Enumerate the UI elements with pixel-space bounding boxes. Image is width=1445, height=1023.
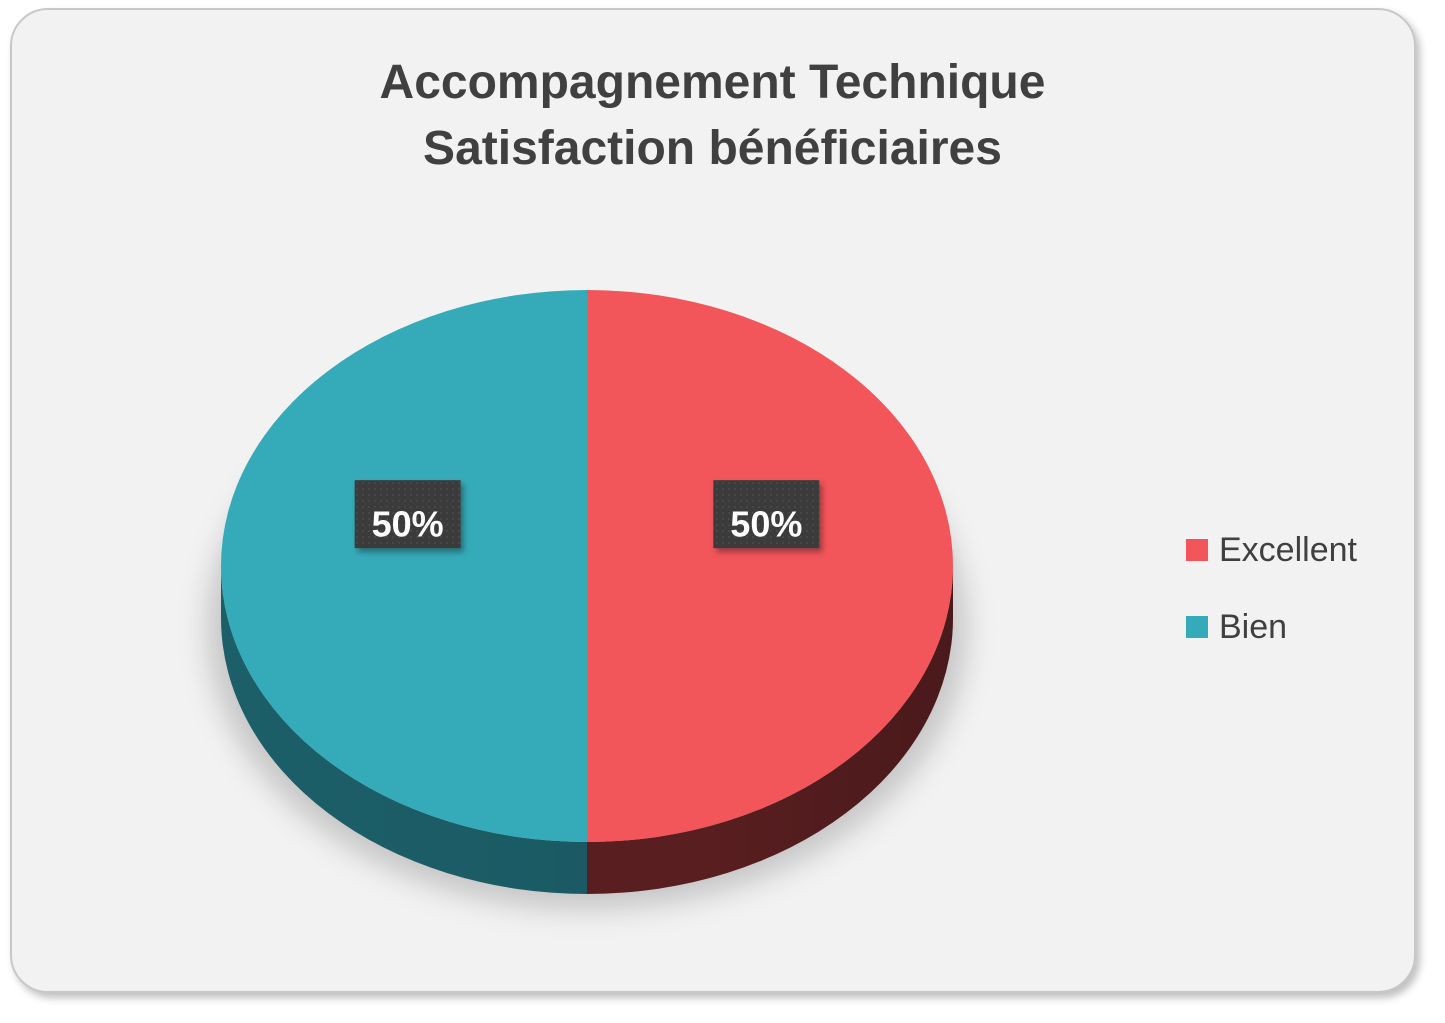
- pie-side-walls: [221, 566, 953, 894]
- data-label-box-bien: [354, 480, 461, 549]
- pie-slice-bien: [221, 290, 587, 842]
- legend-swatch-bien: [1186, 616, 1208, 638]
- legend-item-bien: Bien: [1186, 605, 1357, 649]
- pie-slices: [221, 290, 953, 842]
- pie-side-shading: [221, 566, 953, 894]
- data-label-box-excellent: [713, 480, 820, 549]
- legend-item-excellent: Excellent: [1186, 528, 1357, 572]
- chart-title: Accompagnement Technique Satisfaction bé…: [0, 50, 1425, 182]
- data-labels: 50% 50%: [354, 480, 820, 549]
- data-label-text-excellent: 50%: [730, 504, 802, 545]
- data-label-excellent: 50%: [713, 480, 820, 549]
- legend-swatch-excellent: [1186, 539, 1208, 561]
- legend-label-excellent: Excellent: [1219, 530, 1357, 569]
- legend-label-bien: Bien: [1219, 607, 1288, 646]
- chart-title-line-1: Accompagnement Technique: [379, 56, 1046, 109]
- legend: Excellent Bien: [1186, 528, 1357, 682]
- chart-title-line-2: Satisfaction bénéficiaires: [423, 122, 1002, 175]
- pie-slice-excellent: [587, 290, 953, 842]
- data-label-bien: 50%: [354, 480, 461, 549]
- data-label-text-bien: 50%: [372, 504, 444, 545]
